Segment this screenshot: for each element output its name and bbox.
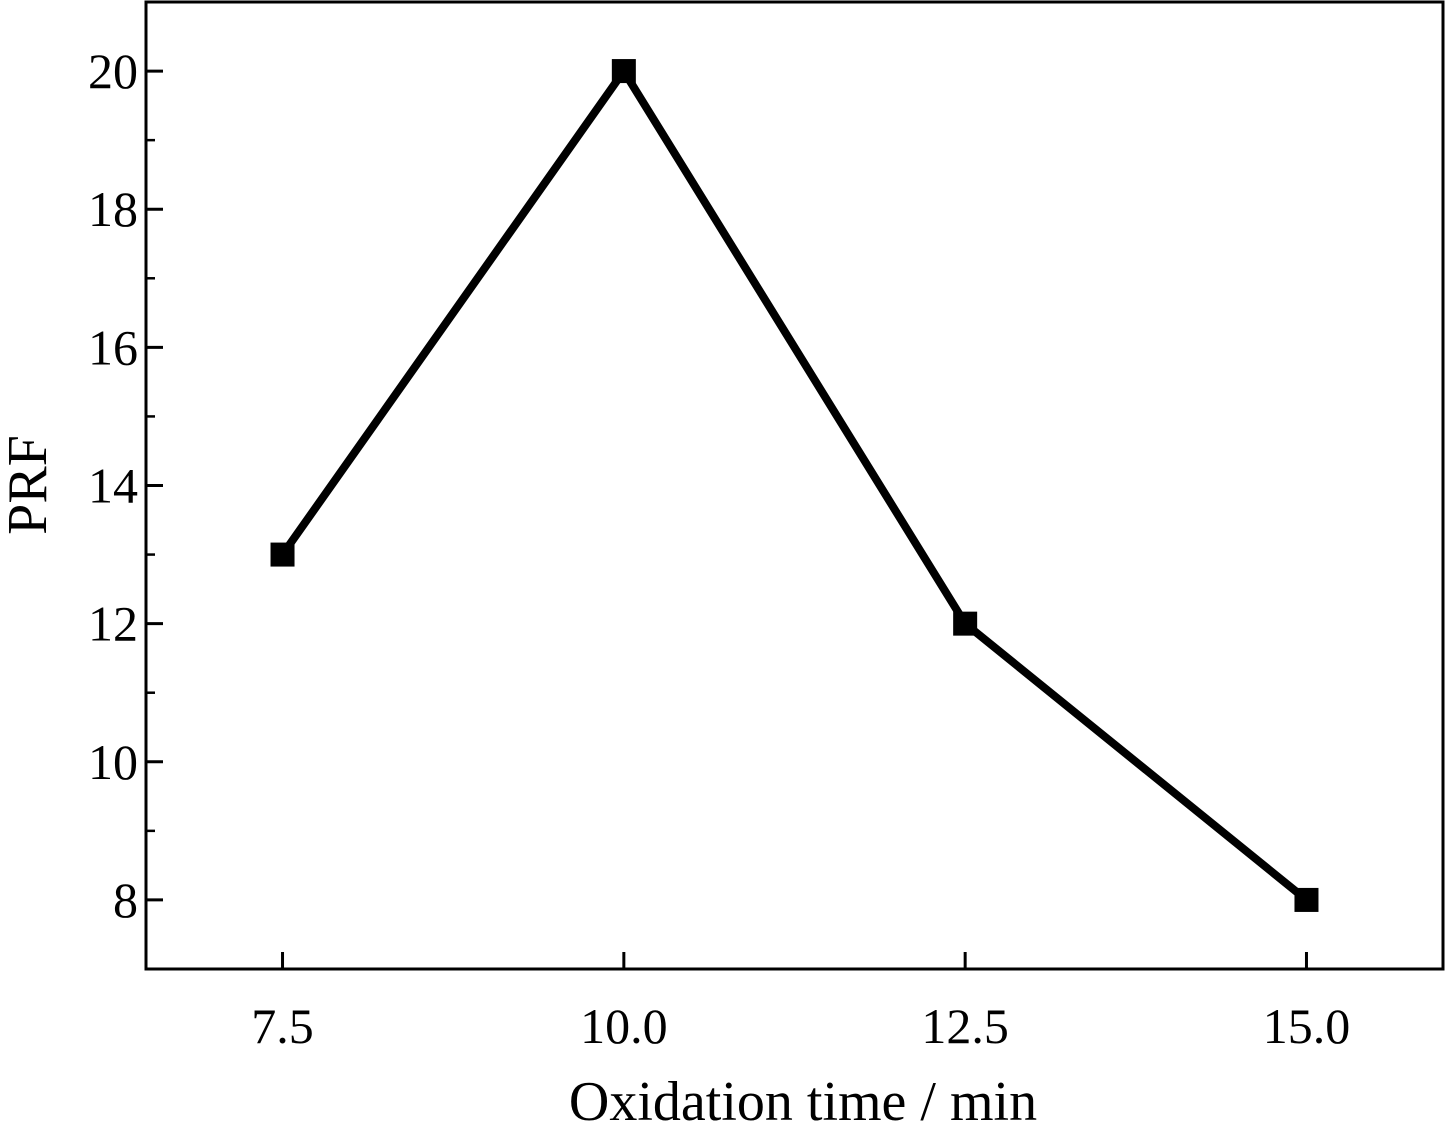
x-axis-title: Oxidation time / min xyxy=(569,1071,1037,1122)
y-axis: 8 10 12 14 16 18 20 xyxy=(88,0,163,971)
y-tick-label: 16 xyxy=(88,319,138,375)
data-point xyxy=(1294,887,1319,912)
x-tick-label: 15.0 xyxy=(1263,998,1351,1054)
series-layer xyxy=(270,59,1319,912)
series-line xyxy=(279,63,1310,904)
y-tick-label: 14 xyxy=(88,458,138,514)
y-tick-label: 20 xyxy=(88,43,138,99)
y-tick-label: 10 xyxy=(88,734,138,790)
x-tick-label: 10.0 xyxy=(580,998,668,1054)
data-point xyxy=(953,611,978,636)
plot-frame xyxy=(144,0,1445,971)
data-point xyxy=(270,542,295,567)
x-tick-label: 7.5 xyxy=(251,998,314,1054)
x-tick-label: 12.5 xyxy=(921,998,1009,1054)
y-axis-title: PRF xyxy=(0,435,59,535)
y-tick-label: 12 xyxy=(88,596,138,652)
y-tick-label: 8 xyxy=(113,872,138,928)
x-axis: 7.5 10.0 12.5 15.0 xyxy=(251,952,1350,1054)
data-point xyxy=(611,59,636,84)
y-tick-label: 18 xyxy=(88,181,138,237)
